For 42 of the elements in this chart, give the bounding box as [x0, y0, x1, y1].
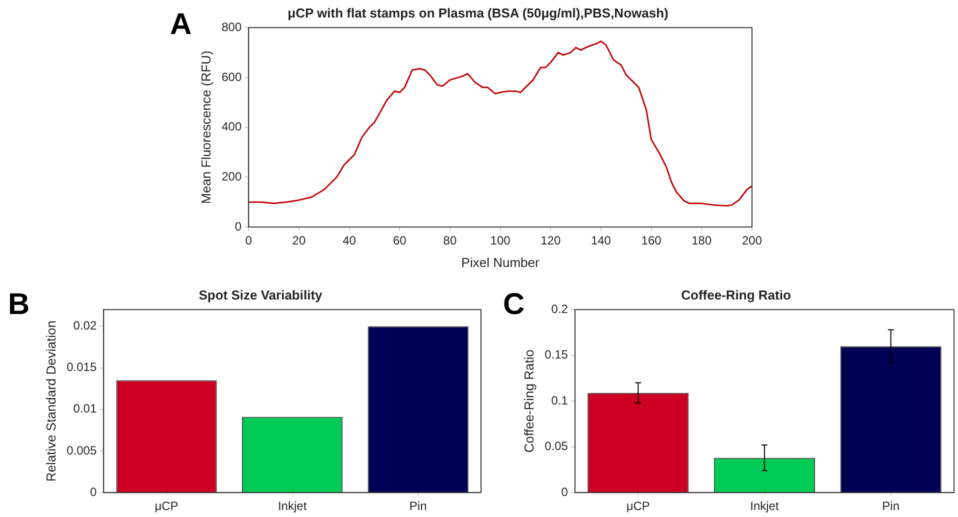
y-tick-label: 0.005 [66, 443, 97, 458]
chart-title: μCP with flat stamps on Plasma (BSA (50μg/ml),PBS,Nowash) [288, 5, 668, 20]
x-tick-label: Inkjet [750, 499, 780, 514]
x-tick-label: 160 [641, 234, 662, 248]
y-axis-title: Coffee-Ring Ratio [521, 350, 536, 453]
y-tick-label: 0.1 [551, 393, 568, 408]
y-tick-label: 600 [222, 70, 242, 84]
x-tick-label: 40 [342, 234, 356, 248]
y-axis-title: Mean Fluorescence (RFU) [198, 50, 214, 204]
x-tick-label: 60 [392, 234, 407, 248]
y-tick-label: 0.2 [551, 302, 568, 316]
text: B [8, 288, 30, 322]
y-tick-label: 0 [561, 484, 568, 499]
y-tick-label: 200 [222, 169, 242, 184]
x-tick-label: 20 [292, 234, 306, 248]
x-tick-label: Pin [409, 499, 427, 514]
y-tick-label: 0.15 [544, 348, 568, 362]
x-tick-label: μCP [626, 499, 650, 514]
y-tick-label: 0 [90, 484, 97, 499]
y-tick-label: 0.02 [73, 318, 97, 333]
y-tick-label: 800 [222, 20, 242, 34]
chart-title: Coffee-Ring Ratio [681, 287, 791, 302]
x-tick-label: μCP [154, 499, 178, 514]
chart-title: Spot Size Variability [198, 287, 324, 302]
y-tick-label: 0.015 [66, 360, 97, 374]
y-tick-label: 0.05 [544, 439, 568, 454]
y-tick-label: 0.01 [73, 402, 97, 416]
x-tick-label: 140 [590, 234, 612, 248]
x-tick-label: 180 [692, 234, 712, 248]
x-tick-label: 100 [490, 234, 511, 248]
x-axis-title: Pixel Number [461, 254, 540, 270]
y-tick-label: 0 [234, 219, 242, 234]
y-tick-label: 400 [222, 120, 242, 134]
y-axis-title: Relative Standard Deviation [43, 320, 58, 482]
x-tick-label: 200 [742, 234, 762, 248]
x-tick-label: Inkjet [278, 499, 308, 514]
text: C [503, 288, 525, 322]
text: A [170, 8, 192, 42]
x-tick-label: 0 [245, 234, 252, 248]
x-tick-label: 120 [540, 234, 561, 248]
x-tick-label: 80 [443, 234, 457, 248]
x-tick-label: Pin [882, 499, 900, 514]
